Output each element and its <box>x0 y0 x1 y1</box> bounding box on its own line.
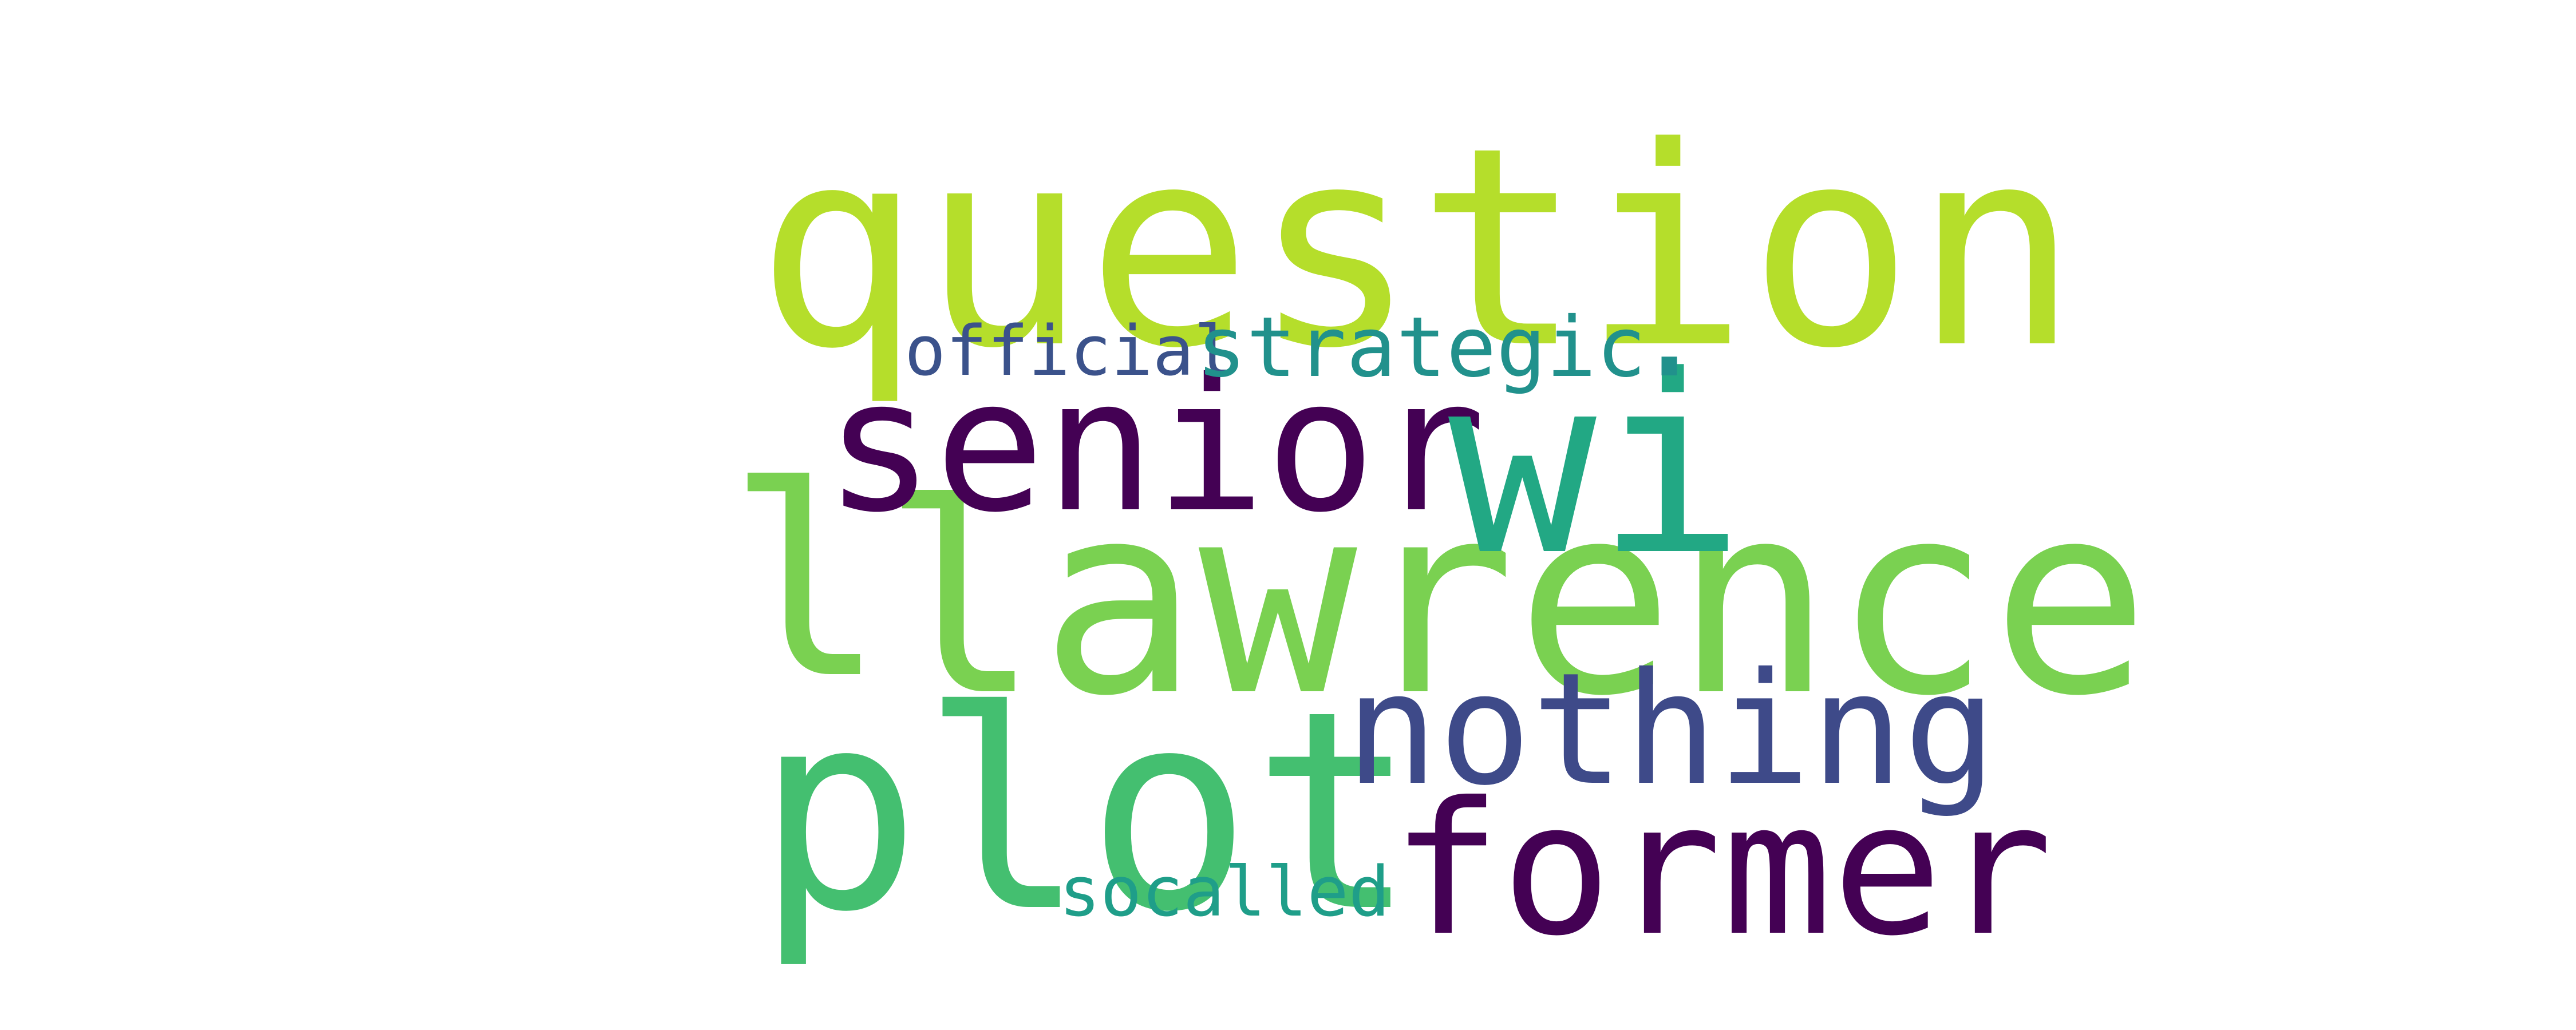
word-nothing: nothing <box>1345 639 1997 819</box>
word-l: l <box>727 430 886 736</box>
word-lawrence: lawrence <box>882 447 2150 754</box>
word-senior: senior <box>824 340 1486 553</box>
word-strategic: strategic <box>1196 299 1646 396</box>
word-wi: wi <box>1448 323 1745 609</box>
word-plot: plot <box>756 652 1417 972</box>
word-official: official <box>904 312 1235 391</box>
word-former: former <box>1391 763 2053 976</box>
word-period: . <box>1631 259 1708 405</box>
word-socalled: socalled <box>1059 853 1390 932</box>
word-question: question <box>756 89 2079 409</box>
